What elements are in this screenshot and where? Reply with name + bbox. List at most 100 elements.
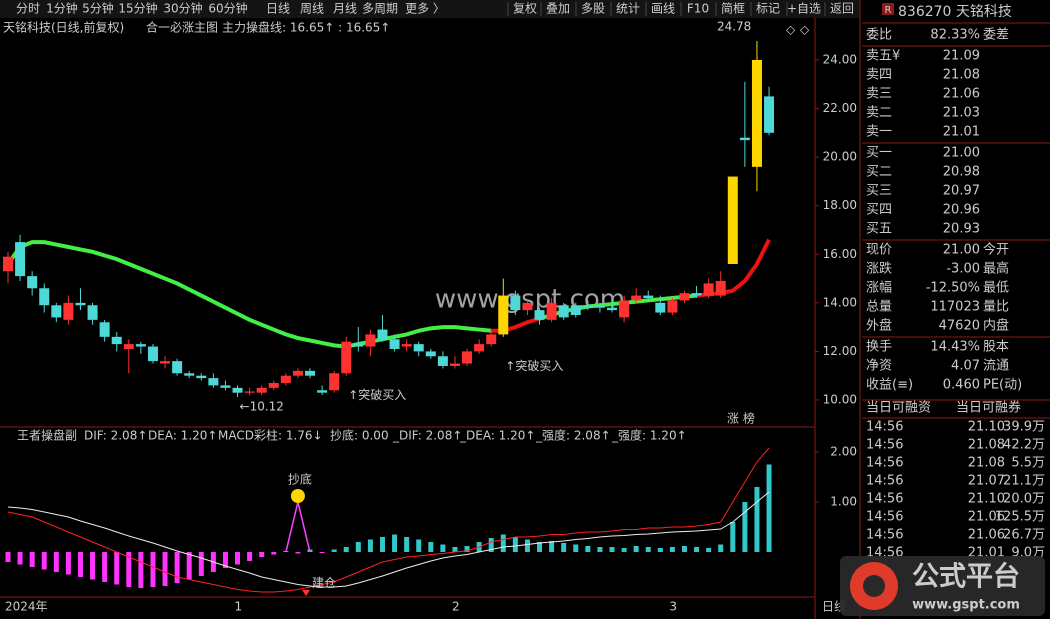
badge-bg: [882, 3, 894, 15]
row-label: 现价: [866, 243, 892, 258]
period-tab[interactable]: 60分钟: [208, 1, 247, 16]
candle-body: [329, 373, 340, 391]
macd-bar: [633, 546, 639, 552]
candle-body: [353, 344, 364, 347]
row-value: 82.33%: [930, 28, 980, 43]
macd-bar: [428, 542, 434, 552]
candle-body: [196, 375, 207, 379]
tool-button[interactable]: 叠加: [546, 2, 570, 16]
logo-mark: [863, 575, 885, 597]
macd-bar: [404, 537, 410, 552]
row-value: 21.03: [943, 106, 980, 121]
tool-button[interactable]: +自选: [787, 2, 821, 16]
tool-button[interactable]: 返回: [830, 2, 854, 16]
macd-bar: [694, 547, 700, 552]
trade-price: 21.10: [968, 492, 1005, 507]
tool-button[interactable]: 标记: [756, 2, 780, 16]
annotation: 抄底: [288, 472, 312, 487]
legend-item: 抄底: 0.00: [330, 428, 389, 443]
row-label: 换手: [866, 340, 892, 355]
macd-bar: [77, 552, 83, 577]
macd-bar: [114, 552, 120, 585]
macd-bar: [198, 552, 204, 576]
candle-body: [715, 280, 726, 296]
row-label: 收益(≡): [866, 378, 913, 393]
period-tab[interactable]: 30分钟: [163, 1, 202, 16]
trade-time: 14:56: [866, 438, 903, 453]
candle-body: [727, 176, 738, 264]
macd-bar: [331, 549, 337, 552]
macd-bar: [29, 552, 35, 567]
candle-body: [655, 302, 666, 313]
candle-body: [292, 370, 303, 376]
tool-button[interactable]: 多股: [581, 2, 605, 16]
candle-body: [15, 242, 26, 277]
tool-button[interactable]: 画线: [651, 2, 675, 16]
icon[interactable]: ◇: [786, 23, 796, 37]
row-label: 买四: [866, 203, 892, 218]
macd-bar: [150, 552, 156, 587]
trade-time: 14:56: [866, 474, 903, 489]
candle-body: [317, 390, 328, 393]
candle-body: [751, 59, 762, 167]
legend-item: _强度: 2.08↑: [535, 428, 611, 443]
period-tab[interactable]: 5分钟: [82, 1, 114, 16]
period-tab[interactable]: 1分钟: [46, 1, 78, 16]
tool-button[interactable]: 复权: [513, 2, 537, 16]
trade-volume: 5.5万: [1011, 456, 1045, 471]
row-label: 量比: [983, 300, 1009, 315]
period-tab[interactable]: 分时: [16, 2, 40, 16]
badge: 涨 榜: [727, 411, 755, 426]
macd-bar: [464, 546, 470, 552]
macd-bar: [102, 552, 108, 582]
macd-bar: [186, 552, 192, 580]
candle-body: [570, 305, 581, 315]
annotation: ←10.12: [240, 400, 284, 414]
period-tab[interactable]: 日线: [266, 2, 290, 16]
row-label: 股本: [983, 340, 1009, 355]
macd-bar: [754, 487, 760, 552]
candle-body: [39, 288, 50, 306]
period-tab[interactable]: 月线: [333, 2, 357, 16]
macd-bar: [561, 543, 567, 552]
macd-bar: [742, 502, 748, 552]
candle-body: [51, 305, 62, 318]
candle-body: [558, 305, 569, 318]
candle-body: [377, 329, 388, 340]
tool-button[interactable]: 简框: [721, 2, 745, 16]
period-tab[interactable]: 更多 〉: [405, 2, 445, 16]
candle-body: [111, 336, 122, 345]
icon[interactable]: ◇: [800, 23, 810, 37]
candle-body: [703, 283, 714, 296]
macd-bar: [53, 552, 59, 572]
macd-bar: [379, 537, 385, 552]
y-tick-label: 22.00: [823, 101, 857, 115]
candle-body: [679, 293, 690, 301]
macd-bar: [5, 552, 11, 562]
y-tick-label: 14.00: [823, 295, 857, 309]
row-value: 21.09: [943, 49, 980, 64]
row-label: 最高: [983, 261, 1009, 277]
row-label: 卖一: [866, 125, 892, 140]
macd-bar: [295, 552, 301, 554]
tool-button[interactable]: F10: [687, 2, 709, 16]
macd-bar: [138, 552, 144, 588]
candle-body: [437, 356, 448, 366]
period-tab[interactable]: 15分钟: [118, 1, 157, 16]
period-tab[interactable]: 周线: [300, 2, 324, 16]
period-tab[interactable]: 多周期: [362, 2, 398, 16]
trade-volume: 26.7万: [1003, 528, 1045, 543]
candle-body: [474, 344, 485, 352]
candle-body: [425, 351, 436, 357]
macd-bar: [706, 548, 712, 552]
dea-line: [7, 491, 770, 588]
row-value: 117023: [930, 300, 980, 315]
tool-button[interactable]: 统计: [616, 2, 640, 16]
macd-bar: [718, 544, 724, 552]
trade-price: 21.10: [968, 420, 1005, 435]
macd-bar: [247, 552, 253, 561]
macd-bar: [621, 548, 627, 552]
trade-time: 14:56: [866, 456, 903, 471]
trend-line: [6, 240, 492, 349]
